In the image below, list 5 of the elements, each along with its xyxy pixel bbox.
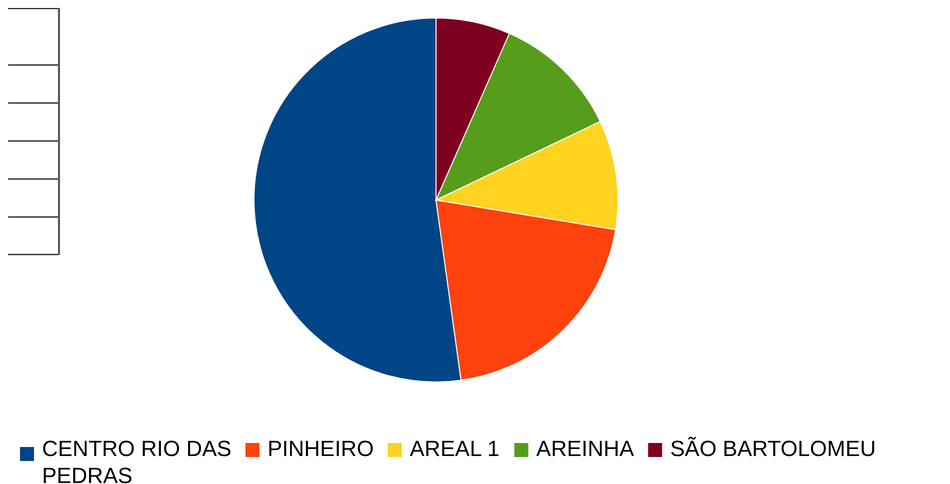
legend-label: SÃO BARTOLOMEU bbox=[670, 436, 876, 461]
legend-label: AREINHA bbox=[536, 436, 634, 461]
legend-label: CENTRO RIO DAS PEDRAS bbox=[42, 436, 232, 484]
legend-label: AREAL 1 bbox=[410, 436, 500, 461]
legend-label: PINHEIRO bbox=[267, 436, 374, 461]
